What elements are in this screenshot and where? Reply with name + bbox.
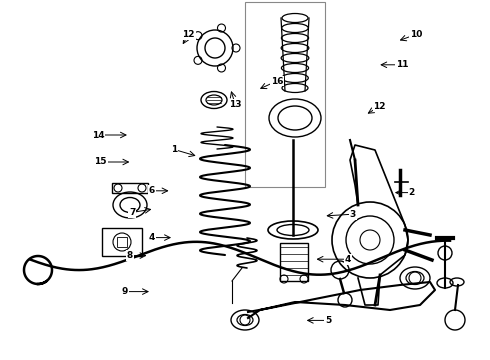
Bar <box>117 237 127 247</box>
Bar <box>102 228 142 256</box>
Text: 13: 13 <box>229 100 242 109</box>
Text: 9: 9 <box>122 287 128 296</box>
Text: 15: 15 <box>94 158 107 166</box>
Text: 4: 4 <box>344 255 351 264</box>
Text: 16: 16 <box>270 77 283 85</box>
Text: 14: 14 <box>92 130 104 139</box>
Text: 11: 11 <box>395 60 408 69</box>
Text: 1: 1 <box>171 145 177 154</box>
Bar <box>112 183 148 193</box>
Text: 5: 5 <box>325 316 331 325</box>
Text: 10: 10 <box>410 30 423 39</box>
Text: 8: 8 <box>127 251 133 260</box>
Text: 6: 6 <box>149 186 155 195</box>
Text: 7: 7 <box>129 208 136 217</box>
Text: 3: 3 <box>350 210 356 219</box>
Text: 12: 12 <box>182 30 195 39</box>
Text: 12: 12 <box>373 102 386 111</box>
Text: 2: 2 <box>409 188 415 197</box>
Bar <box>245 2 325 187</box>
Bar <box>280 243 308 281</box>
Text: 4: 4 <box>148 233 155 242</box>
